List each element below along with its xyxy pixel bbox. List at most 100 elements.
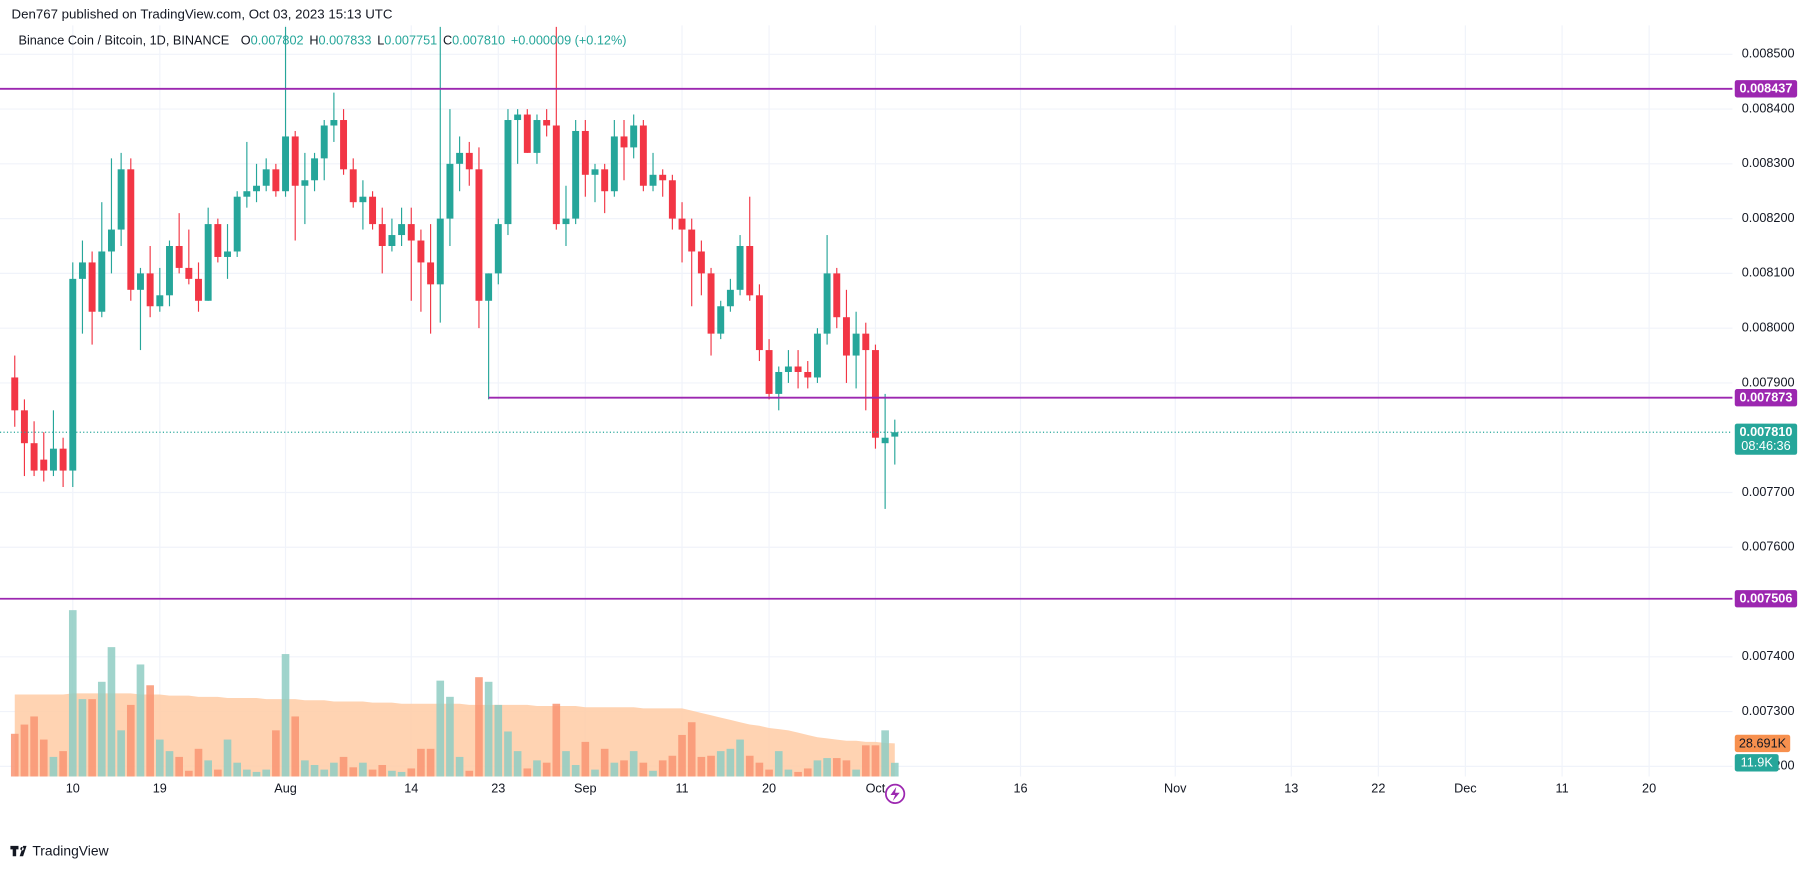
volume-bar xyxy=(49,756,58,777)
candle-body xyxy=(417,240,425,263)
candle-body xyxy=(639,125,647,186)
candle-body xyxy=(707,273,715,334)
volume-bar xyxy=(861,745,870,777)
volume-bar xyxy=(639,762,648,777)
x-tick-label: 23 xyxy=(491,782,505,796)
volume-bar xyxy=(649,770,657,777)
candle-body xyxy=(833,273,841,318)
volume-bar xyxy=(214,769,222,777)
candle-body xyxy=(630,125,638,148)
volume-bar xyxy=(600,748,609,777)
volume-bar xyxy=(794,771,802,777)
candle-body xyxy=(668,180,676,219)
legend: Binance Coin / Bitcoin, 1D, BINANCE O0.00… xyxy=(18,34,626,48)
lightning-icon[interactable] xyxy=(884,783,906,804)
volume-bar xyxy=(687,722,696,777)
y-tick-label: 0.008400 xyxy=(1742,101,1795,115)
volume-bar xyxy=(813,760,822,777)
y-tick-label: 0.008000 xyxy=(1742,321,1795,335)
candle-body xyxy=(224,251,231,257)
candle-body xyxy=(610,136,618,192)
tradingview-logo[interactable]: TradingView xyxy=(10,842,110,858)
x-tick-label: 11 xyxy=(675,782,688,796)
candle-body xyxy=(69,278,77,471)
candle-body xyxy=(591,169,599,175)
candle-body xyxy=(572,130,580,219)
volume-bar xyxy=(871,745,880,777)
volume-bar xyxy=(629,751,638,777)
volume-bar xyxy=(842,760,851,777)
volume-bar xyxy=(349,767,358,777)
volume-bar xyxy=(852,769,860,777)
x-tick-label: 16 xyxy=(1013,782,1027,796)
candle-body xyxy=(398,224,406,236)
volume-bar xyxy=(97,681,106,777)
candle-body xyxy=(436,218,444,285)
volume-bar xyxy=(803,768,812,777)
volume-bar xyxy=(359,762,367,777)
volume-bar xyxy=(397,771,406,777)
candle-body xyxy=(533,120,541,153)
candle-body xyxy=(813,333,821,378)
x-tick-label: 19 xyxy=(153,782,167,796)
y-tick-label: 0.008200 xyxy=(1742,211,1795,225)
y-tick-label: 0.008500 xyxy=(1742,47,1795,61)
volume-bar xyxy=(736,739,744,777)
y-tick-label: 0.007300 xyxy=(1742,704,1795,718)
x-tick-label: Sep xyxy=(574,782,597,796)
candle-body xyxy=(726,289,734,307)
volume-bar xyxy=(523,768,532,777)
candle-body xyxy=(388,235,396,247)
volume-bar xyxy=(156,739,164,777)
x-tick-label: Aug xyxy=(274,782,297,796)
volume-bar xyxy=(30,716,38,777)
volume-bar xyxy=(417,748,425,777)
candle-body xyxy=(59,448,67,471)
candle-body xyxy=(20,410,28,444)
volume-bar xyxy=(78,699,87,777)
volume-bar xyxy=(484,681,493,777)
candle-body xyxy=(746,246,754,296)
candle-body xyxy=(291,136,299,186)
x-tick-label: 11 xyxy=(1555,782,1568,796)
volume-bar xyxy=(59,751,67,777)
volume-bar xyxy=(388,770,396,777)
volume-bar xyxy=(146,685,154,777)
candle-body xyxy=(765,350,773,394)
ohlc-value: 0.007802 xyxy=(251,34,304,48)
ohlc-key: C xyxy=(443,34,452,48)
x-tick-label: Nov xyxy=(1164,782,1187,796)
candle-body xyxy=(456,152,464,164)
volume-bar xyxy=(272,730,280,777)
candle-body xyxy=(204,224,212,301)
y-tick-label: 0.008100 xyxy=(1742,266,1795,280)
volume-bar xyxy=(233,762,241,777)
plot xyxy=(0,26,1733,777)
level-label-box xyxy=(1734,389,1798,407)
footer-brand: TradingView xyxy=(32,842,109,858)
volume-bar xyxy=(465,770,474,777)
candle-body xyxy=(552,125,560,225)
volume-bar xyxy=(562,751,570,777)
volume-bar xyxy=(513,751,522,777)
volume-bar xyxy=(175,756,183,777)
candle-body xyxy=(697,251,705,274)
volume-ma-label-box xyxy=(1734,734,1791,753)
volume-bar xyxy=(504,731,512,777)
volume-bar xyxy=(426,748,435,777)
volume-bar xyxy=(765,769,773,777)
level-label-box xyxy=(1734,590,1798,608)
ohlc-key: L xyxy=(377,34,384,48)
volume-bar xyxy=(223,739,232,777)
volume-bar xyxy=(716,751,725,777)
volume-bar xyxy=(126,704,135,777)
candle-body xyxy=(349,169,357,203)
candle-body xyxy=(688,229,696,252)
x-tick-label: 13 xyxy=(1284,782,1298,796)
volume-bar xyxy=(136,664,145,777)
candle-body xyxy=(88,262,96,312)
y-tick-label: 0.007400 xyxy=(1742,649,1795,663)
x-tick-label: 10 xyxy=(66,782,80,796)
last-price-label: 0.007810 xyxy=(1740,425,1793,439)
